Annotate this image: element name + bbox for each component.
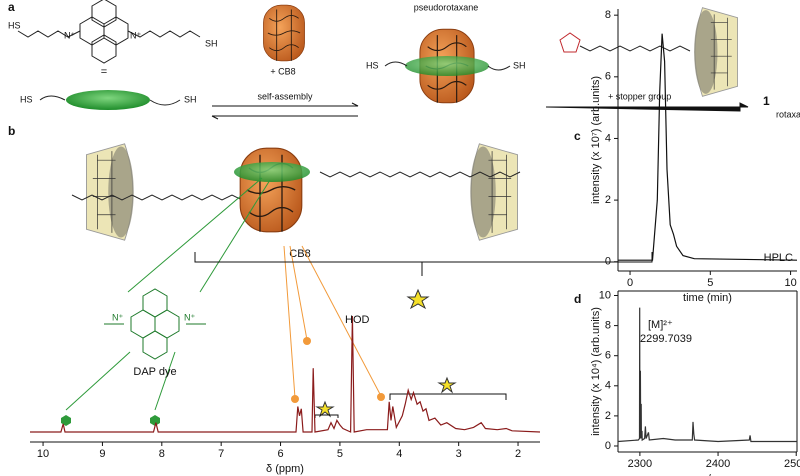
x-tick-label: 2	[515, 448, 521, 460]
reaction-arrow	[545, 102, 749, 112]
cb8-marker	[303, 337, 311, 345]
cyclodextrin	[85, 143, 135, 241]
y-tick-label: 4	[605, 380, 611, 392]
reagent-label: + CB8	[270, 66, 295, 76]
arrow-label: self-assembly	[257, 91, 313, 101]
thiol-label: SH	[205, 38, 218, 48]
peak-annotation: [M]²⁺	[648, 319, 673, 331]
axle	[66, 90, 150, 110]
x-axis-label: m/z	[699, 473, 717, 476]
data-line	[618, 33, 798, 261]
y-tick-label: 6	[605, 350, 611, 362]
cb8-label: CB8	[289, 248, 310, 260]
x-tick-label: 3	[456, 448, 462, 460]
y-tick-label: 4	[605, 132, 611, 144]
panel-label: d	[574, 292, 581, 306]
x-tick-label: 6	[277, 448, 283, 460]
cb8-host	[263, 4, 305, 62]
thiol-label: SH	[184, 94, 197, 104]
compound-name: rotaxane	[776, 109, 800, 119]
cyclodextrin	[469, 143, 519, 241]
x-tick-label: 2400	[706, 458, 730, 470]
data-line	[30, 315, 541, 433]
product-label: pseudorotaxane	[414, 2, 479, 12]
x-tick-label: 7	[218, 448, 224, 460]
star-marker	[315, 400, 335, 418]
atom-label: N⁺	[130, 30, 141, 40]
thiol-label: HS	[20, 94, 33, 104]
y-tick-label: 0	[605, 256, 611, 268]
cb8-marker	[291, 395, 299, 403]
star-marker	[437, 376, 457, 394]
dye-marker	[61, 415, 71, 426]
peak-annotation: HOD	[345, 314, 370, 326]
x-axis-label: δ (ppm)	[266, 463, 304, 475]
stopper-structure	[559, 32, 691, 53]
trace-label: HPLC	[764, 252, 793, 264]
y-tick-label: 2	[605, 194, 611, 206]
y-axis-label: intensity (x 10⁷) (arb.units)	[590, 76, 602, 204]
equilibrium-arrow	[211, 102, 359, 120]
y-tick-label: 6	[605, 71, 611, 83]
thread-chain	[71, 171, 521, 201]
cyclodextrin	[693, 7, 739, 97]
thiol-label: HS	[366, 60, 379, 70]
x-tick-label: 8	[159, 448, 165, 460]
peak-annotation: 2299.7039	[640, 333, 692, 345]
x-tick-label: 9	[99, 448, 105, 460]
atom-label: N⁺	[184, 312, 195, 322]
y-axis-label: intensity (x 10⁴) (arb.units)	[590, 307, 602, 436]
equals: =	[101, 66, 107, 78]
y-tick-label: 0	[605, 440, 611, 452]
x-tick-label: 5	[707, 277, 713, 289]
cb8-marker	[377, 393, 385, 401]
compound-number: 1	[763, 94, 770, 108]
axle-chain	[384, 61, 511, 71]
dap-structure	[104, 288, 206, 360]
axle	[234, 162, 310, 182]
atom-label: N⁺	[112, 312, 123, 322]
atom-label: N⁺	[64, 30, 75, 40]
x-tick-label: 10	[37, 448, 49, 460]
y-tick-label: 2	[605, 410, 611, 422]
axle	[405, 56, 489, 76]
arrow-label: + stopper group	[608, 91, 671, 101]
thiol-label: HS	[8, 20, 21, 30]
bracket	[194, 252, 653, 276]
dye-structure	[17, 0, 201, 64]
y-tick-label: 8	[605, 9, 611, 21]
x-tick-label: 5	[337, 448, 343, 460]
x-axis-label: time (min)	[683, 292, 732, 304]
dye-label: DAP dye	[133, 366, 176, 378]
x-tick-label: 4	[396, 448, 402, 460]
x-tick-label: 2300	[628, 458, 652, 470]
x-tick-label: 0	[627, 277, 633, 289]
y-tick-label: 8	[605, 320, 611, 332]
leader-line	[65, 177, 271, 411]
star-marker	[406, 288, 430, 310]
y-tick-label: 10	[599, 289, 611, 301]
axle-chain	[39, 95, 181, 106]
panel-label: a	[8, 0, 15, 14]
panel-label: b	[8, 124, 15, 138]
x-tick-label: 10	[784, 277, 796, 289]
thiol-label: SH	[513, 60, 526, 70]
cb8-host	[239, 147, 303, 233]
panel-label: c	[574, 129, 581, 143]
dye-marker	[150, 415, 160, 426]
data-line	[617, 307, 797, 443]
